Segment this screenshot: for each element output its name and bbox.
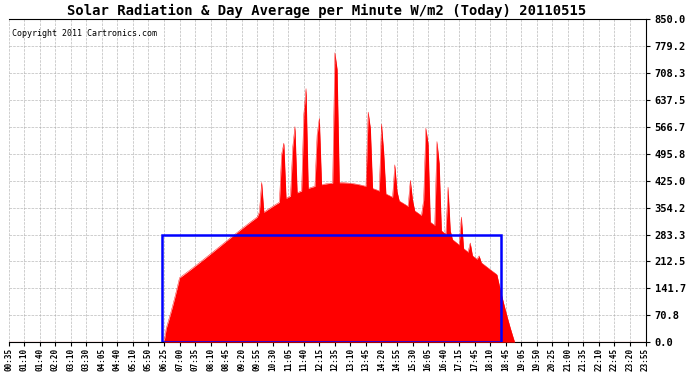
Title: Solar Radiation & Day Average per Minute W/m2 (Today) 20110515: Solar Radiation & Day Average per Minute… bbox=[68, 4, 586, 18]
Text: Copyright 2011 Cartronics.com: Copyright 2011 Cartronics.com bbox=[12, 29, 157, 38]
Bar bbox=[161, 235, 502, 342]
